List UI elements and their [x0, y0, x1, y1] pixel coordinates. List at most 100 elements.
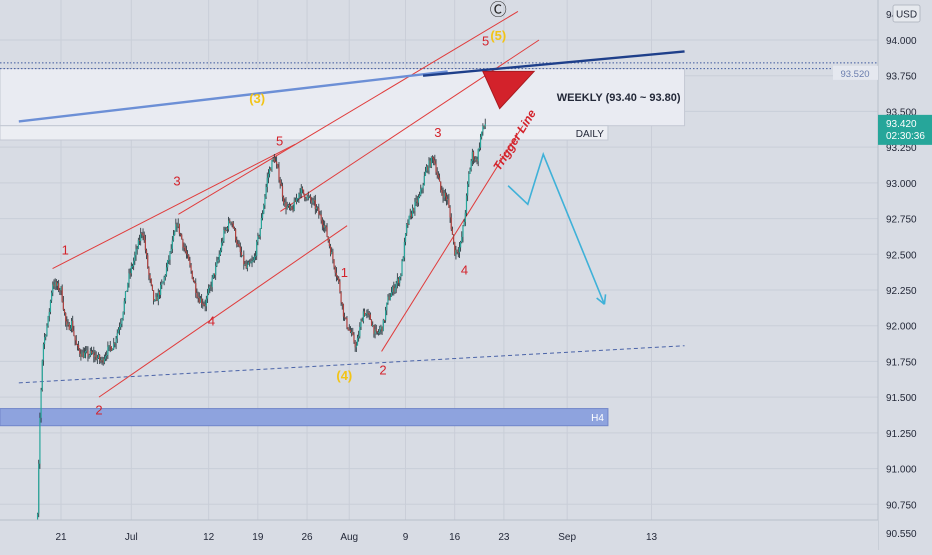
- candle-body-378: [471, 151, 473, 161]
- candle-body-98: [143, 235, 145, 240]
- candle-body-264: [338, 277, 340, 282]
- candle-body-113: [161, 283, 163, 285]
- wave-labels: 1 2 3 4 5 1 2 3 4 5 (3) (4) (5) Ⓒ: [62, 1, 507, 418]
- candle-body-154: [209, 286, 211, 289]
- candle-body-181: [240, 252, 243, 256]
- candle-body-285: [362, 311, 364, 322]
- candle-body-242: [312, 200, 314, 203]
- candle-body-124: [174, 231, 176, 235]
- candle-body-202: [265, 187, 267, 197]
- candle-body-104: [150, 279, 152, 285]
- candle-body-289: [367, 312, 369, 314]
- candle-body-57: [95, 354, 97, 360]
- candle-body-224: [291, 206, 293, 210]
- candle-body-197: [259, 228, 261, 237]
- candle-body-105: [151, 284, 154, 291]
- candle-body-160: [216, 261, 218, 266]
- candle-body-217: [283, 197, 285, 204]
- candle-body-135: [186, 254, 189, 256]
- candle-body-322: [406, 223, 408, 234]
- candle-body-272: [347, 327, 349, 330]
- candle-body-338: [424, 171, 427, 177]
- price-tick-4: 93.000: [886, 179, 917, 190]
- candle-body-53: [90, 350, 93, 354]
- candle-body-318: [401, 261, 403, 276]
- time-tick-5: Aug: [340, 532, 358, 543]
- candle-body-179: [238, 244, 240, 247]
- candle-body-274: [349, 329, 352, 333]
- candle-body-359: [449, 207, 451, 218]
- price-tick-0: 94.000: [886, 36, 917, 47]
- wave-label-1: 2: [95, 402, 102, 417]
- wedge-outer: [178, 10, 519, 215]
- candle-body-279: [355, 345, 357, 348]
- candle-body-142: [195, 283, 197, 293]
- wave-label-4: 5: [276, 134, 283, 149]
- candle-body-172: [230, 221, 232, 223]
- candle-body-180: [239, 246, 241, 253]
- time-axis[interactable]: 21 Jul 12 19 26 Aug 9 16 23 Sep 13: [0, 519, 878, 550]
- candle-body-377: [470, 160, 472, 170]
- candle-body-67: [107, 346, 109, 356]
- candle-body-21: [53, 284, 55, 287]
- candle-body-28: [61, 286, 63, 302]
- wave-label-12: (5): [490, 28, 506, 43]
- candle-body-157: [212, 273, 214, 278]
- candle-body-88: [131, 266, 134, 268]
- candle-body-302: [382, 320, 384, 332]
- candle-body-59: [97, 355, 100, 358]
- price-tick-13: 90.750: [886, 500, 917, 511]
- price-axis[interactable]: 94.000 93.750 93.500 93.250 93.000 92.750 92.5…: [833, 0, 932, 550]
- candle-body-362: [452, 234, 455, 243]
- wave-label-13: Ⓒ: [490, 1, 507, 20]
- candle-body-229: [297, 198, 299, 200]
- candle-body-373: [465, 195, 468, 213]
- candle-body-265: [339, 281, 341, 293]
- candle-body-58: [96, 357, 98, 360]
- candle-body-43: [79, 349, 81, 354]
- h4-zone: [0, 408, 609, 427]
- candle-body-329: [414, 201, 416, 212]
- h4-zone-label: H4: [591, 413, 604, 424]
- candle-body-25: [58, 283, 60, 291]
- candle-body-111: [158, 292, 161, 295]
- candle-body-30: [63, 309, 66, 314]
- candle-body-119: [168, 259, 170, 261]
- candle-body-81: [123, 301, 125, 312]
- time-tick-9: Sep: [558, 532, 576, 543]
- candle-body-291: [369, 314, 371, 320]
- wedge-lower: [381, 125, 524, 352]
- candle-body-114: [162, 281, 164, 284]
- candle-body-238: [307, 195, 309, 197]
- candle-body-323: [407, 223, 409, 225]
- candle-body-27: [60, 286, 62, 291]
- candle-body-351: [440, 181, 442, 190]
- candle-body-65: [104, 356, 107, 359]
- candle-body-92: [136, 248, 138, 250]
- candle-body-245: [315, 207, 318, 210]
- weekly-trend-light: [18, 70, 448, 123]
- candle-body-288: [366, 312, 368, 314]
- price-tick-10: 91.500: [886, 393, 917, 404]
- candle-body-152: [206, 293, 209, 299]
- candle-body-138: [190, 265, 192, 271]
- candle-body-195: [257, 236, 259, 242]
- candle-body-24: [56, 283, 59, 286]
- candle-body-190: [251, 261, 253, 263]
- candle-body-52: [89, 350, 91, 356]
- price-tick-11: 91.250: [886, 429, 917, 440]
- candle-body-131: [182, 239, 184, 248]
- candle-body-354: [443, 192, 445, 198]
- candle-body-12: [42, 344, 45, 361]
- candle-body-310: [392, 286, 394, 293]
- candle-body-383: [477, 149, 479, 162]
- countdown-label: 02:30:36: [886, 131, 925, 142]
- wave-label-0: 1: [62, 242, 69, 257]
- candle-body-91: [135, 249, 137, 256]
- candle-body-356: [445, 196, 448, 200]
- candle-body-16: [47, 316, 49, 326]
- candle-body-369: [461, 236, 463, 242]
- candle-body-22: [54, 281, 56, 287]
